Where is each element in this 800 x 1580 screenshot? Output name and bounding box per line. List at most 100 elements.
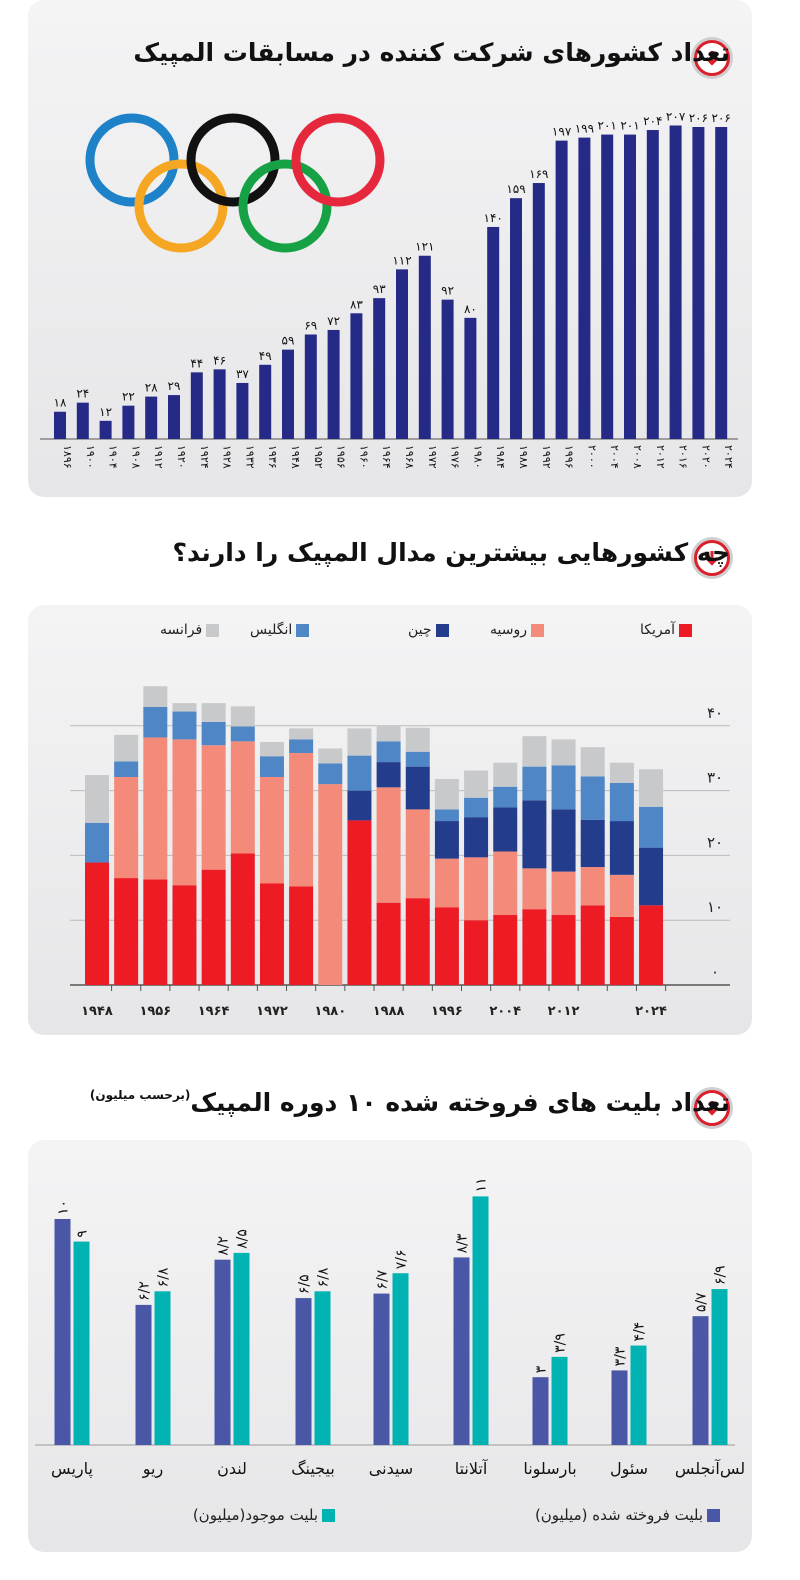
bar-segment-usa xyxy=(114,878,139,985)
x-tick-label: ۱۹۷۲ xyxy=(426,445,439,469)
bar xyxy=(624,134,636,439)
bar xyxy=(418,255,431,439)
bar xyxy=(350,313,363,439)
data-label: ۱۹۷ xyxy=(552,125,572,139)
chart3-subtitle: (برحسب میلیون) xyxy=(89,1088,191,1102)
data-label: ۳۷ xyxy=(236,367,249,381)
city-label: بیجینگ xyxy=(291,1459,335,1478)
bar xyxy=(282,349,294,439)
legend-label: بلیت موجود(میلیون) xyxy=(192,1506,318,1524)
x-tick-label: ۲۰۱۶ xyxy=(677,445,690,469)
bar-segment-china xyxy=(376,762,401,788)
data-label: ۱۱۲ xyxy=(392,253,411,267)
data-label: ۲۴ xyxy=(76,387,89,401)
bar-segment-france xyxy=(551,739,576,766)
city-label: لس‌آنجلس xyxy=(675,1459,745,1479)
data-label: ۳ xyxy=(534,1365,550,1373)
city-label: آتلانتا xyxy=(455,1459,489,1478)
data-label: ۲۰۴ xyxy=(643,114,662,128)
bar-segment-france xyxy=(143,686,168,708)
legend-label: چین xyxy=(408,622,432,638)
data-label: ۱۲۱ xyxy=(415,240,434,254)
bar-segment-china xyxy=(639,847,664,906)
data-label: ۶/۲ xyxy=(137,1281,153,1301)
bar-segment-usa xyxy=(376,902,401,985)
x-tick-label: ۱۹۶۴ xyxy=(198,1004,230,1019)
bar xyxy=(76,402,89,439)
bar xyxy=(327,329,340,439)
x-tick-label: ۱۹۵۶ xyxy=(139,1004,171,1019)
x-tick-label: ۱۹۰۸ xyxy=(129,445,142,469)
bar-segment-france xyxy=(347,728,372,756)
bar-segment-france xyxy=(434,778,459,810)
bar-segment-russia xyxy=(464,857,489,921)
x-tick-label: ۱۹۶۸ xyxy=(403,445,416,469)
bar-segment-usa xyxy=(609,916,634,985)
bar xyxy=(145,396,158,439)
city-label: سئول xyxy=(610,1459,648,1479)
bar-segment-russia xyxy=(289,753,314,887)
legend-swatch xyxy=(707,1508,720,1522)
bar-segment-france xyxy=(639,769,664,807)
bar-available xyxy=(711,1289,728,1445)
data-label: ۵/۷ xyxy=(694,1292,710,1312)
bar-segment-russia xyxy=(434,858,459,908)
legend-label: بلیت فروخته شده (میلیون) xyxy=(534,1506,703,1524)
bar xyxy=(669,125,682,439)
x-tick-label: ۱۹۷۶ xyxy=(449,445,462,469)
bar xyxy=(259,364,272,439)
bar-segment-france xyxy=(522,736,547,767)
bar-segment-usa xyxy=(289,886,314,985)
bar xyxy=(578,137,591,440)
data-label: ۶/۵ xyxy=(297,1274,313,1294)
bar-segment-france xyxy=(201,703,226,722)
bar-segment-russia xyxy=(551,871,576,916)
bar-segment-usa xyxy=(143,879,168,985)
bar-segment-france xyxy=(405,727,430,752)
bar-sold xyxy=(54,1219,71,1445)
y-tick-label: ۳۰ xyxy=(707,769,723,787)
y-tick-label: ۲۰ xyxy=(707,833,723,851)
bar-available xyxy=(472,1196,489,1445)
data-label: ۱۸ xyxy=(54,396,67,410)
legend-item-russia: روسیه xyxy=(490,622,544,638)
bar-segment-russia xyxy=(114,776,139,879)
chart3-title-text: تعداد بلیت های فروخته شده ۱۰ دوره المپیک xyxy=(190,1088,730,1117)
x-tick-label: ۱۹۲۴ xyxy=(198,445,211,469)
bar-segment-usa xyxy=(551,915,576,985)
bar-segment-china xyxy=(609,821,634,875)
chart1-title: تعداد کشورهای شرکت کننده در مسابقات المپ… xyxy=(133,38,730,67)
bar-segment-uk xyxy=(405,751,430,767)
data-label: ۲۰۶ xyxy=(712,111,731,125)
data-label: ۱۵۹ xyxy=(506,182,525,196)
data-label: ۲۹ xyxy=(168,379,181,393)
bar xyxy=(692,127,705,439)
x-tick-label: ۲۰۲۰ xyxy=(699,445,712,469)
y-tick-label: ۱۰ xyxy=(707,898,723,916)
x-tick-label: ۲۰۰۴ xyxy=(608,445,621,469)
bar-segment-uk xyxy=(85,823,109,863)
legend-label: آمریکا xyxy=(640,622,676,638)
legend-label: فرانسه xyxy=(160,622,203,638)
x-tick-label: ۱۹۴۸ xyxy=(81,1004,113,1019)
bar-segment-russia xyxy=(405,809,430,899)
bar-segment-uk xyxy=(230,726,255,742)
x-tick-label: ۱۹۱۲ xyxy=(152,445,165,469)
bar-segment-russia xyxy=(580,867,605,906)
bar-segment-usa xyxy=(85,862,109,985)
x-tick-label: ۱۹۶۰ xyxy=(357,445,370,469)
data-label: ۱۰ xyxy=(56,1200,72,1215)
bar-segment-uk xyxy=(434,809,459,822)
bar-segment-china xyxy=(551,809,576,872)
bar-segment-china xyxy=(522,800,547,869)
bar xyxy=(396,269,408,439)
data-label: ۴/۴ xyxy=(632,1322,648,1342)
x-tick-label: ۱۹۹۶ xyxy=(563,445,576,469)
bar xyxy=(122,405,135,439)
bar xyxy=(373,298,386,439)
bar-segment-france xyxy=(172,703,197,712)
bar xyxy=(555,140,568,439)
bar-segment-russia xyxy=(143,737,168,880)
bar-segment-uk xyxy=(143,707,168,738)
bar-segment-russia xyxy=(230,741,255,854)
